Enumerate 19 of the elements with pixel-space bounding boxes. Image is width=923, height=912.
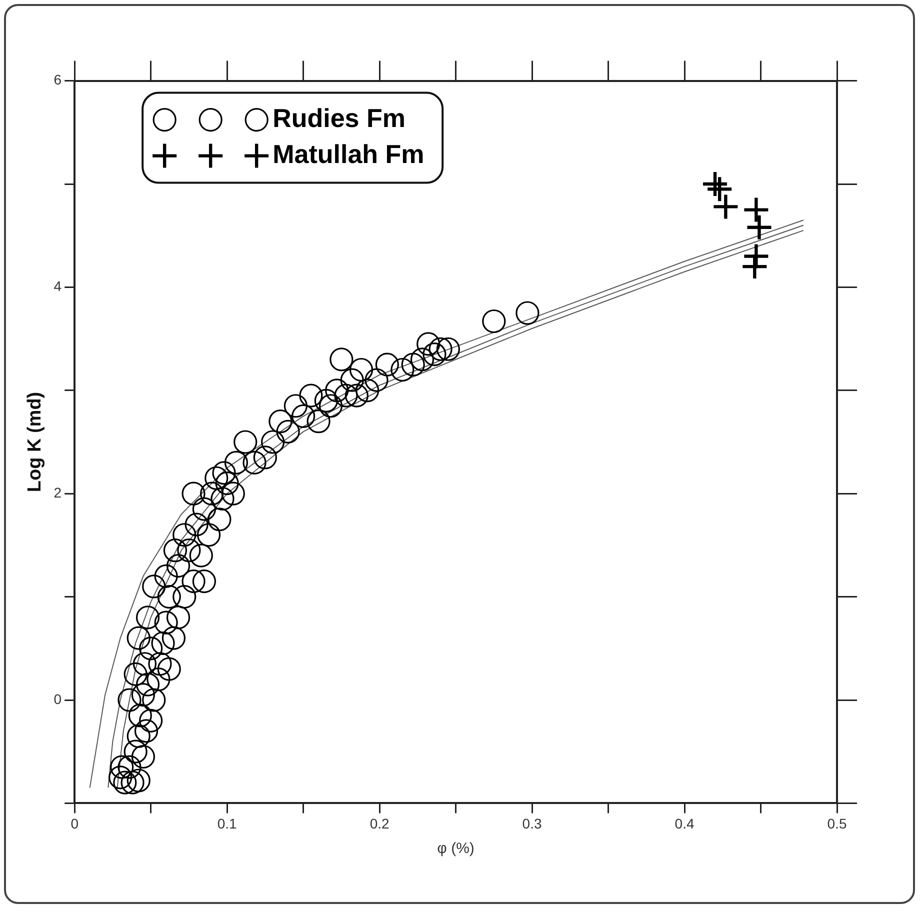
y-tick-label: 0	[54, 690, 62, 707]
x-tick-label: 0	[70, 815, 79, 832]
y-tick-label: 2	[54, 484, 62, 500]
point	[747, 215, 772, 240]
legend-label: Rudies Fm	[272, 102, 406, 133]
point	[708, 177, 732, 202]
x-tick-label: 0.4	[674, 815, 694, 832]
point	[742, 254, 767, 279]
legend-label: Matullah Fm	[272, 138, 424, 169]
y-tick-label: 6	[54, 72, 62, 88]
x-tick-label: 0.5	[827, 815, 847, 832]
x-tick-label: 0.1	[217, 815, 238, 832]
y-axis-title: Log K (md)	[24, 392, 46, 492]
x-tick-label: 0.3	[522, 815, 542, 832]
x-tick-label: 0.2	[370, 815, 390, 832]
y-tick-label: 4	[54, 278, 62, 294]
point	[744, 198, 768, 222]
point	[714, 194, 738, 219]
x-axis-title: φ (%)	[437, 840, 474, 858]
